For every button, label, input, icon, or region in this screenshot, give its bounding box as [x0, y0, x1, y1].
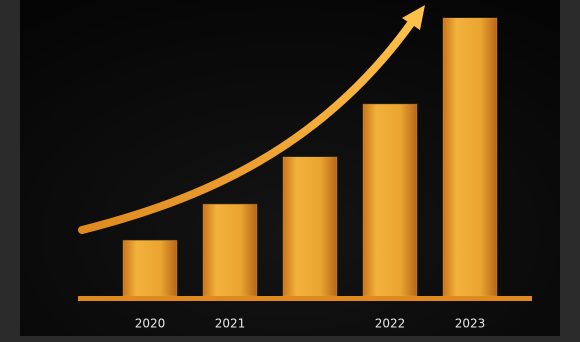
trend-arrow — [78, 18, 416, 234]
bar — [282, 156, 338, 297]
bar — [122, 239, 178, 297]
x-tick-label: 2023 — [455, 317, 486, 331]
bar — [442, 17, 498, 297]
bar — [362, 103, 418, 297]
baseline — [78, 296, 532, 301]
bar — [202, 203, 258, 297]
x-tick-label: 2020 — [135, 317, 166, 331]
x-tick-label: 2022 — [375, 317, 406, 331]
x-tick-label: 2021 — [215, 317, 246, 331]
arrow-head — [402, 5, 425, 30]
